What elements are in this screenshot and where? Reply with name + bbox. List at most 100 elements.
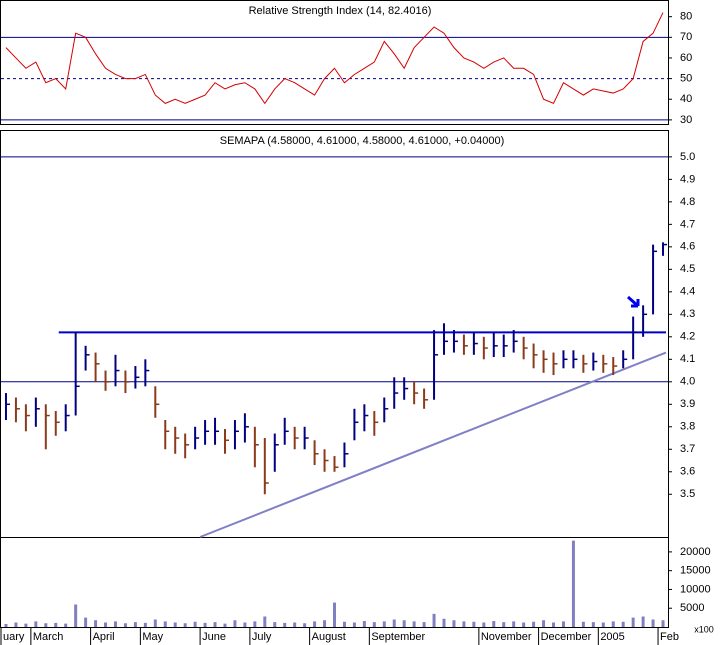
volume-bar xyxy=(591,622,595,627)
volume-bar xyxy=(492,620,496,627)
x-tick-label: September xyxy=(371,631,425,643)
volume-bar xyxy=(352,622,356,627)
volume-bar xyxy=(362,620,366,627)
y-tick-label: 3.9 xyxy=(680,398,695,410)
volume-bar xyxy=(512,621,516,627)
x-tick-label: June xyxy=(202,631,226,643)
volume-bar xyxy=(323,620,327,627)
volume-bar xyxy=(273,622,277,627)
price-frame xyxy=(0,130,669,538)
y-tick-label: 5.0 xyxy=(680,151,695,163)
volume-bar xyxy=(173,622,177,627)
volume-bar xyxy=(631,617,635,627)
rsi-title: Relative Strength Index (14, 82.4016) xyxy=(249,5,432,17)
volume-bar xyxy=(333,602,336,627)
volume-bar xyxy=(104,622,108,627)
y-tick-label: 4.8 xyxy=(680,196,695,208)
volume-bar xyxy=(542,620,546,627)
y-tick-label: 4.1 xyxy=(680,353,695,365)
x-tick-label: May xyxy=(142,631,163,643)
volume-bar xyxy=(502,622,506,627)
volume-bar xyxy=(163,621,167,627)
volume-bar xyxy=(522,622,526,627)
volume-bar xyxy=(283,622,287,627)
x-tick-label: Feb xyxy=(660,631,679,643)
y-tick-label: 4.5 xyxy=(680,263,695,275)
y-tick-label: 4.3 xyxy=(680,308,695,320)
y-tick-label: 4.4 xyxy=(680,286,695,298)
volume-bar xyxy=(213,622,217,627)
price-title: SEMAPA (4.58000, 4.61000, 4.58000, 4.610… xyxy=(220,135,505,147)
volume-bar xyxy=(74,604,78,627)
y-tick-label: 3.7 xyxy=(680,443,695,455)
volume-bar xyxy=(452,620,456,627)
x-tick-label: July xyxy=(252,631,272,643)
volume-bar xyxy=(532,621,536,627)
volume-bar xyxy=(143,622,147,627)
volume-bar xyxy=(123,623,127,627)
volume-bar xyxy=(482,622,486,627)
volume-bar xyxy=(432,613,436,627)
x-tick-label: uary xyxy=(3,631,25,643)
x-tick-label: August xyxy=(312,631,346,643)
volume-bar xyxy=(94,620,98,627)
y-tick-label: 80 xyxy=(680,11,692,23)
volume-bar xyxy=(462,621,466,627)
y-tick-label: 20000 xyxy=(680,546,711,558)
volume-bar xyxy=(14,622,18,627)
x-tick-label: 2005 xyxy=(600,631,624,643)
volume-bar xyxy=(34,621,38,627)
x-tick-label: April xyxy=(93,631,115,643)
y-tick-label: 4.9 xyxy=(680,173,695,185)
volume-bar xyxy=(342,621,346,627)
y-tick-label: 3.8 xyxy=(680,421,695,433)
volume-bar xyxy=(153,619,157,627)
volume-bar xyxy=(113,621,117,627)
y-tick-label: 4.2 xyxy=(680,331,695,343)
volume-bar xyxy=(601,622,605,627)
volume-bar xyxy=(133,622,137,627)
volume-bar xyxy=(24,623,28,627)
x-tick-label: November xyxy=(481,631,532,643)
volume-bar xyxy=(64,623,68,627)
volume-bar xyxy=(651,619,655,627)
y-tick-label: 70 xyxy=(680,31,692,43)
volume-bar xyxy=(372,622,376,627)
marks: 30 40 50 60 70 80 3.5 3.6 3.7 3.8 3.9 4.0 4.1 4.2 4.3 4… xyxy=(0,11,711,645)
volume-bar xyxy=(233,620,237,627)
volume-bar xyxy=(54,622,58,627)
volume-bar xyxy=(422,622,426,627)
y-tick-label: 3.5 xyxy=(680,488,695,500)
y-tick-label: 10000 xyxy=(680,583,711,595)
volume-bar xyxy=(442,618,446,627)
volume-bar xyxy=(293,622,297,627)
volume-bar xyxy=(303,623,307,627)
y-tick-label: 30 xyxy=(680,114,692,126)
volume-bar xyxy=(412,621,416,627)
volume-bar xyxy=(402,620,406,627)
y-tick-label: 4.6 xyxy=(680,241,695,253)
y-tick-label: 5000 xyxy=(680,602,704,614)
volume-bar xyxy=(253,621,257,627)
volume-bar xyxy=(611,621,615,627)
y-tick-label: 3.6 xyxy=(680,466,695,478)
volume-bar xyxy=(392,619,396,627)
x-tick-label: December xyxy=(541,631,592,643)
volume-bar xyxy=(203,622,207,627)
y-tick-label: 60 xyxy=(680,52,692,64)
volume-bar xyxy=(661,620,665,627)
x-tick-label: March xyxy=(33,631,64,643)
volume-bar xyxy=(552,622,556,627)
volume-bar xyxy=(243,622,247,627)
y-tick-label: 15000 xyxy=(680,565,711,577)
volume-unit: x100 xyxy=(694,624,714,634)
rsi-frame xyxy=(0,0,669,125)
y-tick-label: 4.7 xyxy=(680,218,695,230)
rsi-line xyxy=(5,12,664,105)
volume-bar xyxy=(193,621,197,627)
volume-bar xyxy=(382,621,386,627)
y-tick-label: 50 xyxy=(680,73,692,85)
volume-bar xyxy=(44,623,48,627)
y-tick-label: 40 xyxy=(680,93,692,105)
